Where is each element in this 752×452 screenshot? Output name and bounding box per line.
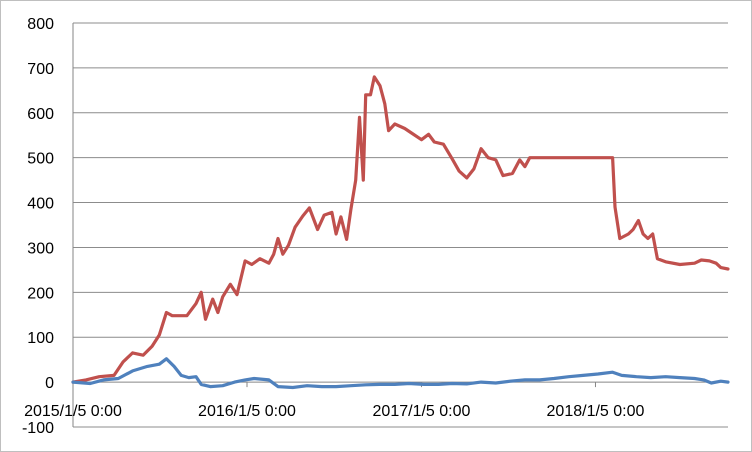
y-tick-label-4: 300 bbox=[27, 240, 54, 257]
y-tick-label-6: 500 bbox=[27, 151, 54, 168]
y-tick-labels: -100 0 100 200 300 400 500 600 700 800 bbox=[22, 16, 54, 437]
x-tick-label-0: 2015/1/5 0:00 bbox=[24, 403, 122, 420]
x-axis bbox=[72, 23, 728, 427]
y-tick-label-0: -100 bbox=[22, 420, 54, 437]
series-line-0 bbox=[71, 75, 730, 384]
y-tick-label-9: 800 bbox=[27, 16, 54, 33]
y-tick-label-5: 400 bbox=[27, 196, 54, 213]
series-lines bbox=[71, 75, 730, 390]
x-tick-label-2: 2017/1/5 0:00 bbox=[373, 403, 471, 420]
y-tick-label-7: 600 bbox=[27, 106, 54, 123]
y-tick-label-2: 100 bbox=[27, 330, 54, 347]
series-line-1 bbox=[71, 357, 730, 390]
x-tick-label-1: 2016/1/5 0:00 bbox=[198, 403, 296, 420]
x-tick-labels: 2015/1/5 0:00 2016/1/5 0:00 2017/1/5 0:00 2… bbox=[24, 403, 644, 420]
y-tick-label-1: 0 bbox=[45, 375, 54, 392]
grid-lines bbox=[73, 22, 728, 428]
x-tick-label-3: 2018/1/5 0:00 bbox=[547, 403, 645, 420]
y-tick-label-8: 700 bbox=[27, 61, 54, 78]
y-tick-label-3: 200 bbox=[27, 285, 54, 302]
